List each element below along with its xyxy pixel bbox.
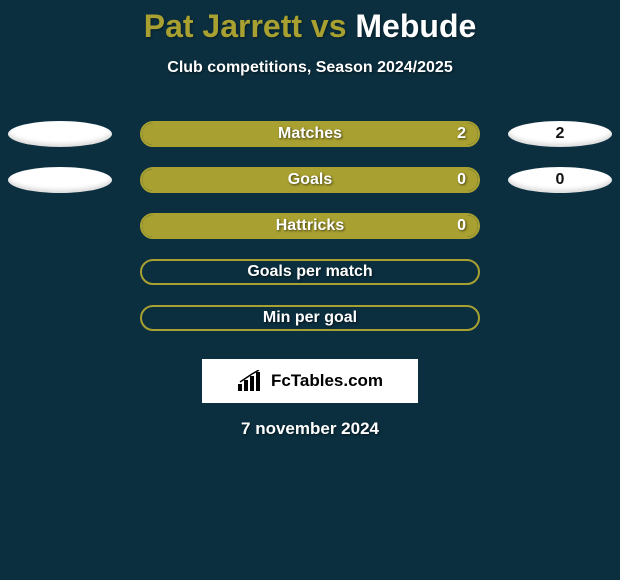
title-vs: vs xyxy=(302,8,355,44)
stat-pill-right-value: 2 xyxy=(457,123,466,145)
stat-row: Goals per match xyxy=(0,255,620,301)
stat-row: Min per goal xyxy=(0,301,620,347)
stat-label: Hattricks xyxy=(142,215,478,237)
stat-label: Matches xyxy=(142,123,478,145)
stats-list: 2Matches20Goals0Hattricks0Goals per matc… xyxy=(0,117,620,347)
stat-pill: Goals0 xyxy=(140,167,480,193)
stat-label: Min per goal xyxy=(142,307,478,329)
stat-pill: Hattricks0 xyxy=(140,213,480,239)
bar-chart-icon xyxy=(237,370,265,392)
logo-text: FcTables.com xyxy=(271,371,383,391)
right-value-oval: 0 xyxy=(508,167,612,193)
right-value-oval: 2 xyxy=(508,121,612,147)
stat-pill: Goals per match xyxy=(140,259,480,285)
page-title: Pat Jarrett vs Mebude xyxy=(0,0,620,45)
left-value-oval xyxy=(8,167,112,193)
stat-label: Goals xyxy=(142,169,478,191)
left-value-oval xyxy=(8,121,112,147)
stat-pill: Min per goal xyxy=(140,305,480,331)
subtitle: Club competitions, Season 2024/2025 xyxy=(0,59,620,77)
stat-pill: Matches2 xyxy=(140,121,480,147)
stat-pill-right-value: 0 xyxy=(457,215,466,237)
comparison-infographic: Pat Jarrett vs Mebude Club competitions,… xyxy=(0,0,620,580)
stat-row: 2Matches2 xyxy=(0,117,620,163)
stat-label: Goals per match xyxy=(142,261,478,283)
stat-row: 0Goals0 xyxy=(0,163,620,209)
stat-row: Hattricks0 xyxy=(0,209,620,255)
stat-pill-right-value: 0 xyxy=(457,169,466,191)
title-player-left: Pat Jarrett xyxy=(144,8,302,44)
logo-box: FcTables.com xyxy=(202,359,418,403)
date-text: 7 november 2024 xyxy=(0,419,620,439)
title-player-right: Mebude xyxy=(355,8,476,44)
